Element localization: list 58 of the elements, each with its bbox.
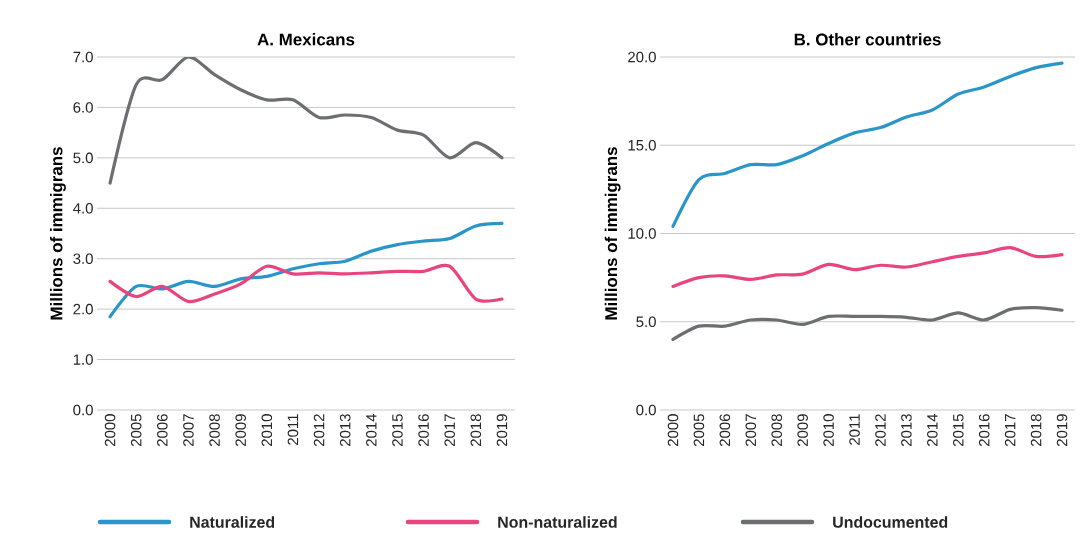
x-tick-label: 2012: [875, 414, 886, 446]
x-tick-label: 2016: [978, 414, 990, 446]
chart-title: B. Other countries: [794, 33, 941, 46]
y-tick-label: 0.0: [73, 404, 93, 416]
x-tick-label: 2008: [209, 414, 220, 446]
x-tick-label: 2017: [444, 414, 455, 446]
legend-label: Naturalized: [190, 516, 275, 528]
x-tick-label: 2013: [901, 414, 912, 446]
line-series: [671, 246, 1064, 289]
x-tick-label: 2011: [287, 414, 299, 445]
y-tick-label: 4.0: [73, 202, 93, 214]
x-tick-label: 2019: [496, 414, 508, 446]
x-tick-label: 2000: [667, 414, 679, 446]
y-tick-label: 0.0: [636, 404, 656, 416]
line-series: [108, 263, 504, 304]
x-tick-label: 2014: [366, 413, 377, 446]
y-tick-label: 2.0: [73, 303, 93, 315]
y-tick-label: 7.0: [73, 51, 93, 63]
legend-label: Undocumented: [833, 516, 948, 528]
x-tick-label: 2017: [1004, 414, 1016, 446]
x-tick-label: 2008: [771, 414, 783, 446]
x-tick-label: 2015: [953, 414, 964, 446]
x-tick-label: 2018: [470, 414, 482, 446]
x-tick-label: 2009: [797, 414, 808, 446]
y-tick-label: 5.0: [73, 152, 93, 164]
x-tick-label: 2007: [183, 414, 194, 446]
chart-title: A. Mexicans: [257, 33, 355, 46]
y-axis-title: Millions of immigrans: [604, 147, 621, 320]
x-tick-label: 2005: [130, 414, 142, 446]
x-tick-label: 2006: [719, 414, 731, 446]
y-axis-title: Millions of immigrans: [50, 147, 66, 320]
line-series: [108, 56, 504, 185]
y-tick-label: 3.0: [73, 253, 93, 264]
x-tick-label: 2011: [849, 414, 860, 445]
x-tick-label: 2012: [313, 414, 325, 446]
line-series: [671, 305, 1064, 341]
x-tick-label: 2007: [745, 414, 757, 446]
y-tick-label: 1.0: [73, 354, 93, 365]
legend-label: Non-naturalized: [498, 516, 617, 528]
x-tick-label: 2018: [1030, 414, 1042, 446]
line-series: [108, 221, 504, 319]
y-tick-label: 5.0: [636, 316, 656, 328]
x-tick-label: 2016: [418, 414, 429, 446]
x-tick-label: 2009: [235, 414, 246, 446]
y-tick-label: 20.0: [628, 51, 656, 63]
x-tick-label: 2000: [104, 414, 116, 446]
x-tick-label: 2019: [1056, 414, 1068, 446]
y-tick-label: 6.0: [73, 102, 93, 113]
x-tick-label: 2005: [693, 414, 705, 446]
x-tick-label: 2014: [927, 413, 938, 446]
x-tick-label: 2015: [392, 414, 403, 446]
x-tick-label: 2013: [339, 414, 351, 446]
x-tick-label: 2010: [261, 414, 273, 446]
line-series: [671, 61, 1064, 229]
y-tick-label: 15.0: [628, 139, 656, 151]
y-tick-label: 10.0: [628, 228, 656, 239]
x-tick-label: 2010: [823, 414, 834, 446]
x-tick-label: 2006: [157, 414, 168, 446]
